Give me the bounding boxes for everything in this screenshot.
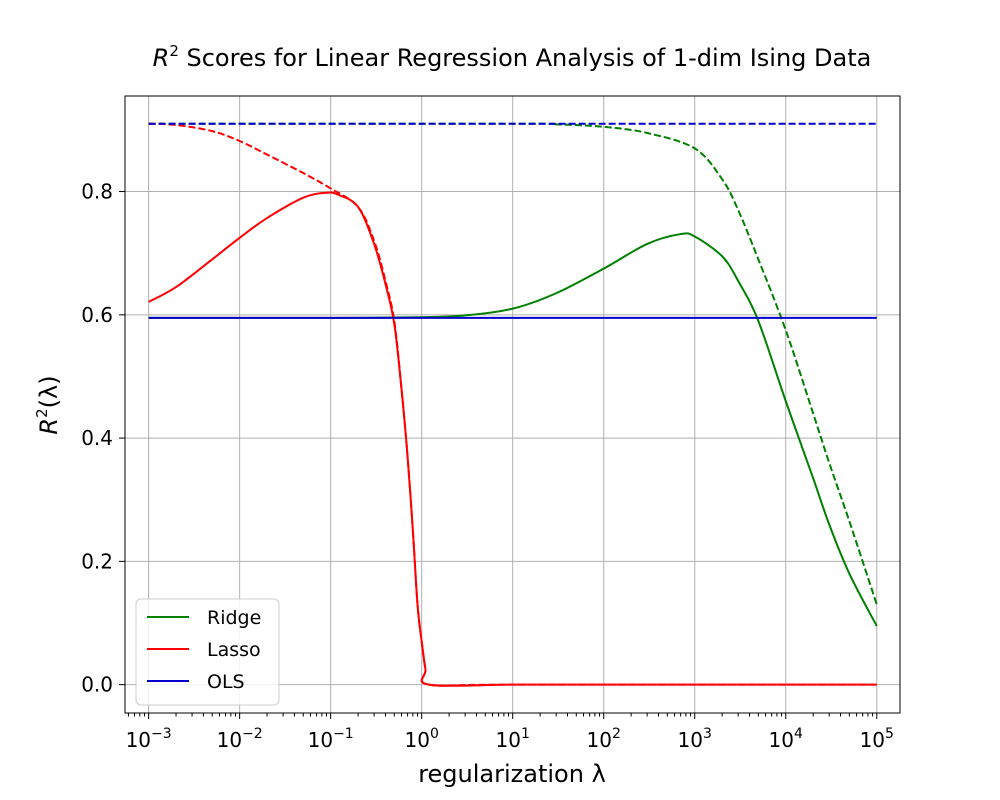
- y-tick-label-2: 0.4: [81, 426, 113, 450]
- chart-title-sup: 2: [169, 42, 179, 60]
- x-tick-label-0: 10−3: [126, 726, 172, 752]
- y-tick-label-4: 0.8: [81, 180, 113, 204]
- y-axis-label-rest: (λ): [35, 375, 63, 408]
- x-tick-label-6: 103: [678, 726, 712, 752]
- legend-label-ridge: Ridge: [207, 607, 261, 629]
- y-axis-label-base: R: [35, 418, 63, 435]
- legend-label-ols: OLS: [207, 671, 245, 693]
- series-layer: [148, 122, 878, 687]
- tick-layer: 10−3 10−2 10−1 100 101 102 103 104 105 0.0 0.2 0.4 0…: [81, 180, 894, 752]
- y-tick-label-3: 0.6: [81, 303, 113, 327]
- x-tick-label-3: 100: [404, 726, 438, 752]
- y-axis-label-sup: 2: [33, 408, 51, 418]
- legend: Ridge Lasso OLS: [135, 598, 280, 706]
- x-tick-label-4: 101: [496, 726, 530, 752]
- x-tick-label-1: 10−2: [217, 726, 263, 752]
- chart-title-r: R: [153, 44, 170, 72]
- x-axis-label: regularization λ: [418, 760, 606, 788]
- chart-title-rest: Scores for Linear Regression Analysis of…: [179, 44, 871, 72]
- x-tick-label-8: 105: [860, 726, 894, 752]
- x-tick-label-5: 102: [587, 726, 621, 752]
- y-axis-label: R2(λ): [33, 375, 63, 434]
- y-tick-label-1: 0.2: [81, 549, 113, 573]
- x-tick-label-2: 10−1: [308, 726, 354, 752]
- legend-label-lasso: Lasso: [207, 639, 261, 661]
- x-tick-label-7: 104: [769, 726, 803, 752]
- y-tick-label-0: 0.0: [81, 673, 113, 697]
- series-lasso-dashed-line: [148, 122, 877, 687]
- grid-layer: [125, 96, 900, 713]
- legend-box: [135, 598, 280, 706]
- chart-title: R2 Scores for Linear Regression Analysis…: [153, 42, 872, 72]
